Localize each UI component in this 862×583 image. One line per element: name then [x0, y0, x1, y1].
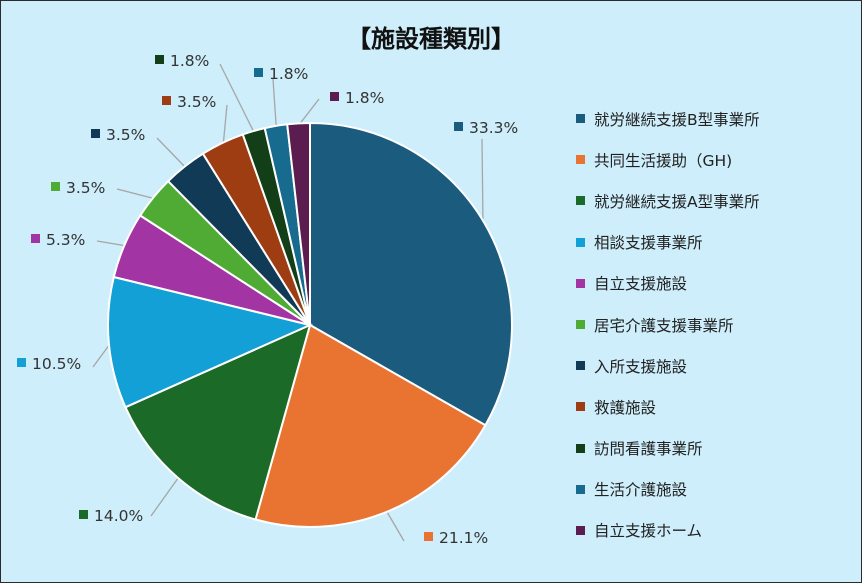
legend-label: 自立支援ホーム: [594, 522, 703, 541]
legend-item-9: 訪問看護事業所: [576, 428, 861, 469]
data-label-swatch-10: [254, 68, 263, 77]
legend-label: 生活介護施設: [594, 481, 688, 500]
legend-swatch: [576, 155, 585, 165]
leader-line-2: [385, 509, 405, 542]
leader-line-8: [222, 104, 228, 145]
data-label-10: 1.8%: [269, 65, 308, 83]
legend-swatch: [576, 196, 585, 206]
legend-label: 共同生活援助（GH): [594, 151, 733, 170]
legend-item-2: 共同生活援助（GH): [576, 139, 861, 180]
legend-item-4: 相談支援事業所: [576, 222, 861, 263]
pie-slice-4: [107, 275, 314, 409]
leader-line-4: [92, 342, 112, 368]
legend-label: 相談支援事業所: [594, 234, 703, 253]
leader-line-3: [150, 476, 180, 517]
leader-line-9: [219, 63, 255, 134]
legend-label: 居宅介護支援事業所: [594, 316, 734, 335]
pie-slice-3: [124, 323, 312, 521]
legend-swatch: [576, 525, 585, 535]
legend-swatch: [576, 402, 585, 412]
legend-swatch: [576, 114, 585, 124]
legend-item-7: 入所支援施設: [576, 345, 861, 386]
pie-slice-11: [286, 121, 311, 326]
data-label-7: 3.5%: [106, 126, 145, 144]
legend-item-3: 就労継続支援A型事業所: [576, 180, 861, 221]
leader-line-10: [272, 78, 277, 128]
pie-slice-1: [309, 121, 514, 427]
data-label-swatch-7: [91, 129, 100, 138]
data-label-swatch-2: [424, 532, 433, 541]
legend-label: 自立支援施設: [594, 275, 688, 294]
legend-label: 入所支援施設: [594, 357, 688, 376]
data-label-swatch-8: [162, 96, 171, 105]
data-label-swatch-1: [454, 122, 463, 131]
legend-label: 救護施設: [594, 398, 657, 417]
legend-item-10: 生活介護施設: [576, 469, 861, 510]
data-label-swatch-3: [79, 510, 88, 519]
legend-label: 就労継続支援A型事業所: [594, 192, 760, 211]
chart-legend: 就労継続支援B型事業所 共同生活援助（GH) 就労継続支援A型事業所 相談支援事業所自…: [576, 98, 861, 551]
data-label-swatch-9: [155, 55, 164, 64]
legend-label: 就労継続支援B型事業所: [594, 110, 760, 129]
leader-line-7: [156, 137, 187, 169]
legend-swatch: [576, 320, 585, 330]
data-label-swatch-11: [330, 92, 339, 101]
chart-title: 【施設種類別】: [347, 25, 515, 53]
pie-slice-2: [254, 323, 487, 528]
data-label-5: 5.3%: [46, 231, 85, 249]
data-label-swatch-6: [51, 182, 60, 191]
legend-item-5: 自立支援施設: [576, 263, 861, 304]
leader-line-1: [481, 138, 484, 225]
legend-swatch: [576, 484, 585, 494]
legend-item-1: 就労継続支援B型事業所: [576, 98, 861, 139]
data-label-swatch-4: [17, 358, 26, 367]
data-label-4: 10.5%: [32, 355, 81, 373]
legend-swatch: [576, 237, 585, 247]
data-label-2: 21.1%: [439, 529, 488, 547]
legend-swatch: [576, 278, 585, 288]
leader-line-5: [96, 240, 127, 247]
legend-label: 訪問看護事業所: [594, 440, 703, 459]
data-label-1: 33.3%: [469, 119, 518, 137]
data-label-11: 1.8%: [345, 89, 384, 107]
leader-line-11: [298, 98, 320, 126]
legend-swatch: [576, 443, 585, 453]
data-label-8: 3.5%: [177, 93, 216, 111]
legend-item-8: 救護施設: [576, 386, 861, 427]
legend-swatch: [576, 361, 585, 371]
data-label-6: 3.5%: [66, 179, 105, 197]
data-label-9: 1.8%: [170, 52, 209, 70]
legend-item-6: 居宅介護支援事業所: [576, 304, 861, 345]
leader-line-6: [116, 188, 155, 200]
data-label-3: 14.0%: [94, 507, 143, 525]
data-label-swatch-5: [31, 234, 40, 243]
legend-item-11: 自立支援ホーム: [576, 510, 861, 551]
